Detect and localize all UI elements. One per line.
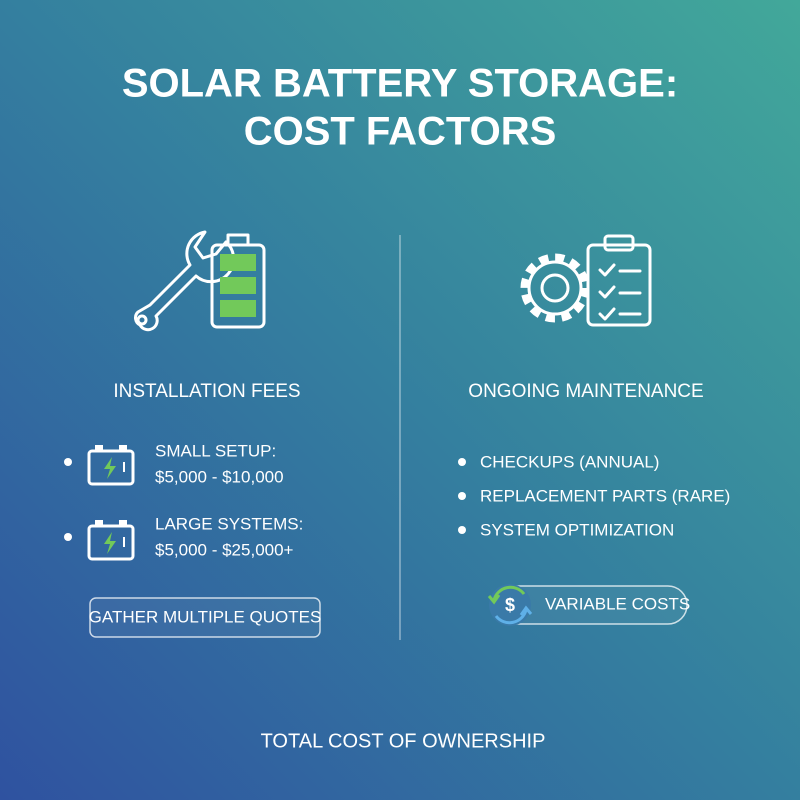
list-item: SYSTEM OPTIMIZATION [480,520,674,539]
list-item: CHECKUPS (ANNUAL) [480,452,659,471]
badge-label: VARIABLE COSTS [545,594,690,613]
bullet [458,458,466,466]
quotes-button[interactable]: GATHER MULTIPLE QUOTES [89,597,322,638]
item-value: $5,000 - $10,000 [155,467,284,486]
install-item: LARGE SYSTEMS: $5,000 - $25,000+ [64,514,303,561]
dollar-icon: $ [505,595,515,615]
item-label: SMALL SETUP: [155,441,276,460]
section-heading: INSTALLATION FEES [113,381,300,402]
list-item: REPLACEMENT PARTS (RARE) [480,486,730,505]
variable-costs-badge: $ VARIABLE COSTS [487,584,690,626]
battery-icon [87,445,135,486]
item-label: LARGE SYSTEMS: [155,514,303,533]
bullet [64,458,72,466]
item-value: $5,000 - $25,000+ [155,540,294,559]
bullet [64,533,72,541]
wrench-battery-icon [134,230,266,332]
footer: TOTAL COST OF OWNERSHIP [261,730,546,752]
install-item: SMALL SETUP: $5,000 - $10,000 [64,441,284,486]
battery-icon [87,520,135,561]
gear-clipboard-icon [520,234,652,327]
title-line: SOLAR BATTERY STORAGE: [122,62,678,106]
section-heading: ONGOING MAINTENANCE [468,381,703,402]
button-label[interactable]: GATHER MULTIPLE QUOTES [89,607,322,626]
bullet [458,526,466,534]
title-line: COST FACTORS [244,110,557,154]
bullet [458,492,466,500]
